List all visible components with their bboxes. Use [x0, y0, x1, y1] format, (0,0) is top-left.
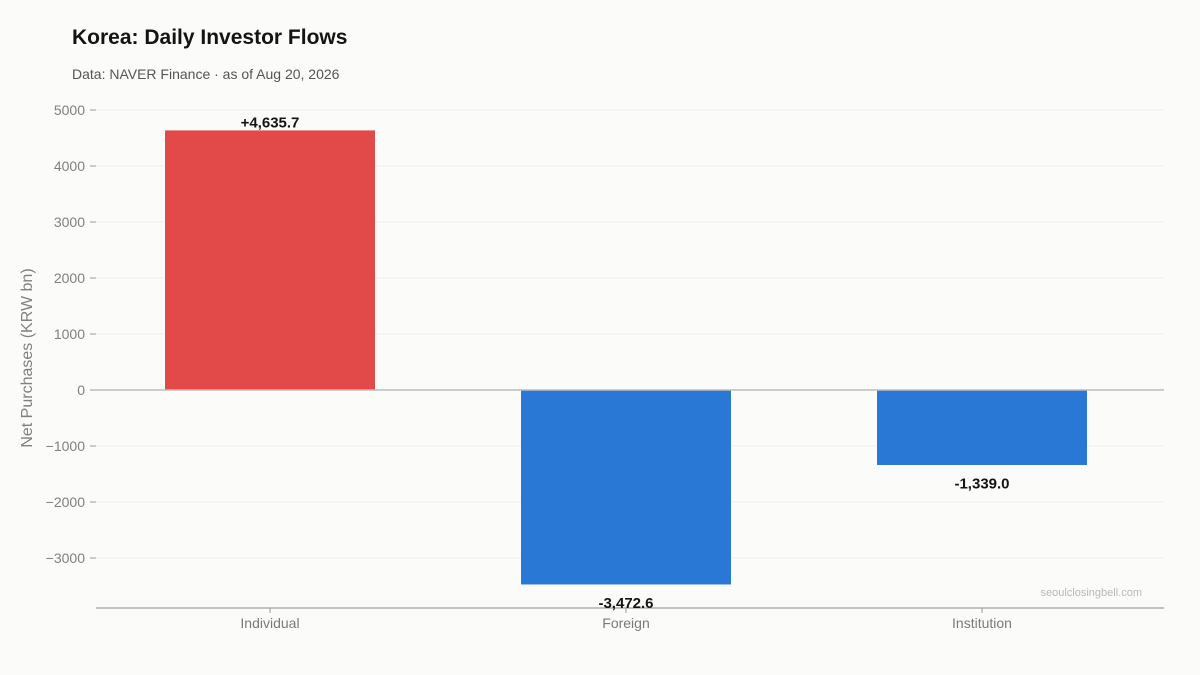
y-tick-label: −2000 [46, 494, 86, 510]
y-tick-label: 0 [77, 382, 85, 398]
y-axis-title: Net Purchases (KRW bn) [19, 268, 36, 447]
chart-subtitle: Data: NAVER Finance · as of Aug 20, 2026 [72, 66, 340, 82]
y-tick-label: 5000 [54, 102, 85, 118]
bar-individual [165, 130, 375, 390]
watermark-text: seoulclosingbell.com [1041, 587, 1143, 599]
chart-title: Korea: Daily Investor Flows [72, 26, 348, 49]
y-tick-label: −1000 [46, 438, 86, 454]
y-axis-ticks: 5000 4000 3000 2000 1000 0 −1000 −2000 −3000 [46, 102, 96, 566]
x-tick-label: Foreign [602, 615, 649, 631]
x-tick-label: Individual [240, 615, 299, 631]
y-tick-label: 3000 [54, 214, 85, 230]
y-tick-label: 2000 [54, 270, 85, 286]
bars [165, 130, 1087, 585]
x-tick-label: Institution [952, 615, 1012, 631]
bar-foreign [521, 390, 731, 585]
y-tick-label: −3000 [46, 550, 86, 566]
x-axis-labels: Individual Foreign Institution [240, 608, 1012, 631]
data-labels: +4,635.7 -3,472.6 -1,339.0 [241, 114, 1010, 611]
data-label: -3,472.6 [598, 595, 653, 612]
y-tick-label: 1000 [54, 326, 85, 342]
data-label: -1,339.0 [954, 475, 1009, 492]
data-label: +4,635.7 [241, 114, 300, 131]
y-tick-label: 4000 [54, 158, 85, 174]
bar-institution [877, 390, 1087, 465]
